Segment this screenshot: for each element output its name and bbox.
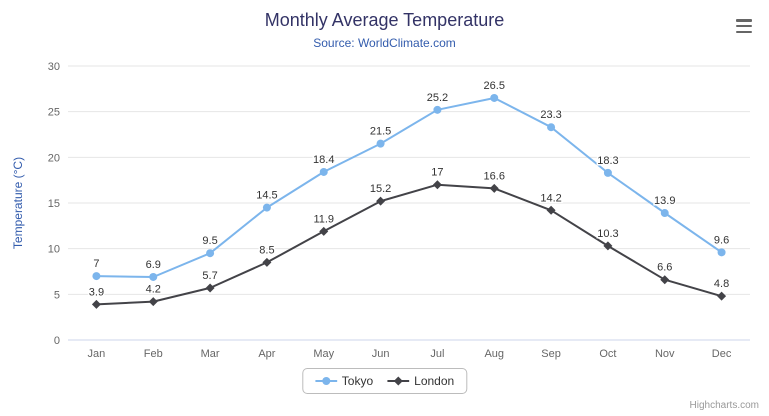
series-line-london xyxy=(95,183,723,306)
highcharts-credit[interactable]: Highcharts.com xyxy=(689,400,759,411)
data-label-tokyo: 6.9 xyxy=(146,259,161,271)
data-point-tokyo[interactable] xyxy=(717,248,726,257)
x-tick-label: Dec xyxy=(712,348,732,360)
data-point-london[interactable] xyxy=(489,183,499,193)
data-label-tokyo: 26.5 xyxy=(484,80,505,92)
data-label-london: 4.2 xyxy=(146,284,161,296)
y-axis-title: Temperature (°C) xyxy=(11,157,25,249)
x-tick-label: Jul xyxy=(430,348,444,360)
data-label-tokyo: 21.5 xyxy=(370,126,391,138)
data-point-tokyo[interactable] xyxy=(490,93,499,102)
data-point-tokyo[interactable] xyxy=(660,209,669,218)
data-point-london[interactable] xyxy=(91,299,101,309)
data-point-tokyo[interactable] xyxy=(433,105,442,114)
x-tick-label: Aug xyxy=(484,348,504,360)
data-point-london[interactable] xyxy=(148,297,158,307)
data-label-tokyo: 14.5 xyxy=(256,190,277,202)
x-tick-label: Nov xyxy=(655,348,675,360)
data-label-tokyo: 9.5 xyxy=(202,235,217,247)
data-label-london: 5.7 xyxy=(202,270,217,282)
x-tick-label: May xyxy=(313,348,334,360)
data-point-tokyo[interactable] xyxy=(376,139,385,148)
legend-marker-tokyo-icon xyxy=(314,377,337,385)
data-label-london: 8.5 xyxy=(259,244,274,256)
data-point-tokyo[interactable] xyxy=(603,168,612,177)
legend-item-tokyo[interactable]: Tokyo xyxy=(314,374,374,388)
data-label-london: 3.9 xyxy=(89,286,104,298)
x-tick-label: Jan xyxy=(88,348,106,360)
x-tick-label: Feb xyxy=(144,348,163,360)
data-point-london[interactable] xyxy=(717,291,727,301)
x-tick-label: Jun xyxy=(372,348,390,360)
data-label-tokyo: 18.4 xyxy=(313,154,334,166)
data-point-london[interactable] xyxy=(603,241,613,251)
x-tick-label: Mar xyxy=(201,348,220,360)
y-tick-label: 0 xyxy=(54,335,60,347)
data-point-london[interactable] xyxy=(546,205,556,215)
legend-marker-london-icon xyxy=(387,376,410,386)
export-menu-icon[interactable] xyxy=(733,16,755,36)
x-tick-label: Oct xyxy=(599,348,616,360)
legend-item-london[interactable]: London xyxy=(387,374,454,388)
data-label-tokyo: 7 xyxy=(93,258,99,270)
x-tick-label: Apr xyxy=(258,348,275,360)
y-tick-label: 10 xyxy=(48,244,60,256)
y-tick-label: 15 xyxy=(48,198,60,210)
data-point-london[interactable] xyxy=(319,226,329,236)
data-label-tokyo: 9.6 xyxy=(714,234,729,246)
data-label-london: 4.8 xyxy=(714,278,729,290)
data-point-london[interactable] xyxy=(660,275,670,285)
y-tick-label: 25 xyxy=(48,107,60,119)
data-label-tokyo: 23.3 xyxy=(540,109,561,121)
data-point-tokyo[interactable] xyxy=(262,203,271,212)
data-label-london: 17 xyxy=(431,167,443,179)
data-point-london[interactable] xyxy=(262,257,272,267)
data-label-tokyo: 13.9 xyxy=(654,195,675,207)
data-label-london: 15.2 xyxy=(370,183,391,195)
data-point-london[interactable] xyxy=(205,283,215,293)
y-tick-label: 20 xyxy=(48,152,60,164)
chart-subtitle[interactable]: Source: WorldClimate.com xyxy=(313,36,456,50)
x-tick-label: Sep xyxy=(541,348,561,360)
data-label-london: 14.2 xyxy=(540,192,561,204)
legend[interactable]: Tokyo London xyxy=(301,368,468,394)
chart-title: Monthly Average Temperature xyxy=(264,10,505,30)
data-point-london[interactable] xyxy=(376,196,386,206)
y-tick-label: 30 xyxy=(48,61,60,73)
series-line-tokyo xyxy=(95,97,723,278)
data-label-london: 10.3 xyxy=(597,228,618,240)
y-tick-label: 5 xyxy=(54,289,60,301)
data-point-tokyo[interactable] xyxy=(149,272,158,281)
data-point-tokyo[interactable] xyxy=(92,272,101,281)
data-point-tokyo[interactable] xyxy=(319,167,328,176)
data-label-london: 6.6 xyxy=(657,262,672,274)
data-label-tokyo: 25.2 xyxy=(427,92,448,104)
data-label-london: 11.9 xyxy=(313,213,334,225)
legend-label-london: London xyxy=(414,374,455,388)
data-label-london: 16.6 xyxy=(484,170,505,182)
data-label-tokyo: 18.3 xyxy=(597,155,618,167)
data-point-london[interactable] xyxy=(432,180,442,190)
legend-label-tokyo: Tokyo xyxy=(341,374,374,388)
data-point-tokyo[interactable] xyxy=(206,249,215,258)
data-point-tokyo[interactable] xyxy=(547,123,556,132)
